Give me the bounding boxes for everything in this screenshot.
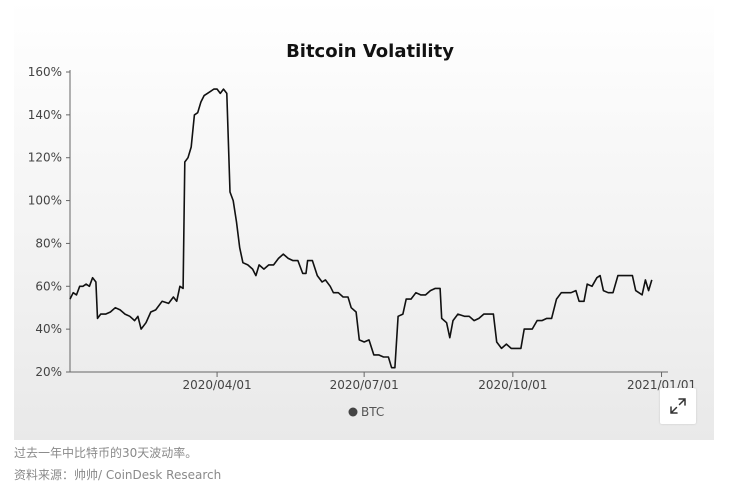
volatility-chart: Bitcoin Volatility 20% 40% 60% 80% 100% 120% 1…: [28, 41, 696, 419]
plot-area: [69, 88, 653, 369]
x-tick-label: 2020/10/01: [478, 378, 547, 392]
x-tick-label: 2020/07/01: [330, 378, 399, 392]
x-tick-label: 2020/04/01: [182, 378, 251, 392]
y-tick-label: 160%: [28, 65, 62, 79]
expand-button[interactable]: [660, 388, 696, 424]
y-axis: 20% 40% 60% 80% 100% 120% 140% 160%: [28, 65, 71, 379]
series-line-btc: [69, 88, 653, 369]
legend-label-btc: BTC: [361, 405, 384, 419]
y-tick-label: 40%: [35, 322, 62, 336]
y-tick-label: 20%: [35, 365, 62, 379]
y-tick-label: 100%: [28, 194, 62, 208]
legend-marker-btc: [348, 407, 358, 417]
x-axis: 2020/04/01 2020/07/01 2020/10/01 2021/01/01: [70, 371, 696, 392]
y-tick-label: 80%: [35, 236, 62, 250]
y-tick-label: 140%: [28, 108, 62, 122]
y-tick-label: 60%: [35, 279, 62, 293]
expand-icon: [670, 398, 686, 414]
chart-card: Bitcoin Volatility 20% 40% 60% 80% 100% 120% 1…: [14, 0, 714, 440]
chart-title: Bitcoin Volatility: [286, 41, 454, 62]
source-credit: 资料来源：帅帅/ CoinDesk Research: [14, 468, 222, 482]
legend: BTC: [348, 405, 384, 419]
y-tick-label: 120%: [28, 151, 62, 165]
chart-caption: 过去一年中比特币的30天波动率。: [14, 446, 198, 460]
